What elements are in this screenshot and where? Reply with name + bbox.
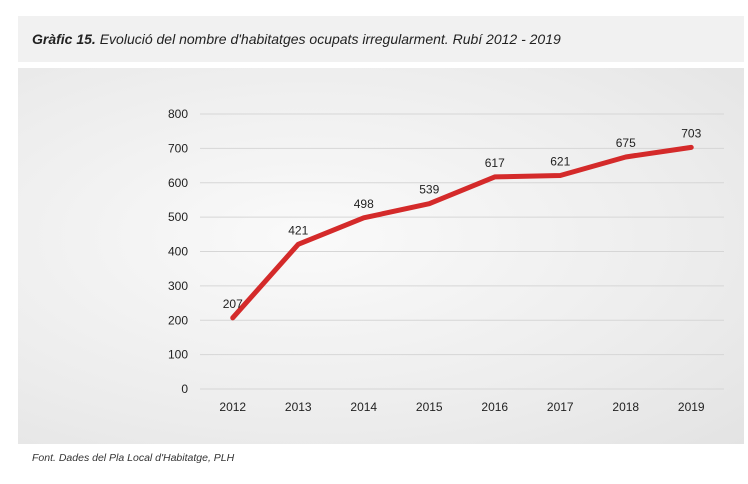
data-label: 421 bbox=[288, 223, 308, 237]
y-tick-label: 600 bbox=[168, 176, 188, 190]
y-tick-label: 800 bbox=[168, 107, 188, 121]
y-tick-label: 400 bbox=[168, 245, 188, 259]
chart-panel: 0 100 200 300 400 500 600 700 800 2012 2013 2014 201… bbox=[18, 68, 744, 444]
chart-caption: Gràfic 15. Evolució del nombre d'habitat… bbox=[32, 31, 561, 47]
x-tick-label: 2014 bbox=[350, 400, 377, 414]
data-label: 703 bbox=[681, 126, 701, 140]
x-tick-label: 2016 bbox=[481, 400, 508, 414]
data-label: 207 bbox=[223, 297, 243, 311]
line-chart: 0 100 200 300 400 500 600 700 800 2012 2013 2014 201… bbox=[168, 107, 724, 414]
x-tick-label: 2015 bbox=[416, 400, 443, 414]
caption-label: Gràfic 15. bbox=[32, 31, 96, 47]
x-tick-label: 2018 bbox=[612, 400, 639, 414]
data-label: 539 bbox=[419, 183, 439, 197]
y-tick-label: 200 bbox=[168, 313, 188, 327]
y-tick-label: 0 bbox=[181, 382, 188, 396]
caption-text: Evolució del nombre d'habitatges ocupats… bbox=[99, 31, 561, 47]
caption-bar: Gràfic 15. Evolució del nombre d'habitat… bbox=[18, 16, 744, 62]
y-tick-label: 100 bbox=[168, 348, 188, 362]
data-label: 617 bbox=[485, 156, 505, 170]
y-tick-label: 500 bbox=[168, 210, 188, 224]
x-tick-label: 2013 bbox=[285, 400, 312, 414]
x-tick-label: 2019 bbox=[678, 400, 705, 414]
y-tick-label: 300 bbox=[168, 279, 188, 293]
data-label: 621 bbox=[550, 155, 570, 169]
source-note: Font. Dades del Pla Local d'Habitatge, P… bbox=[32, 452, 235, 464]
data-label: 498 bbox=[354, 197, 374, 211]
y-tick-label: 700 bbox=[168, 141, 188, 155]
series-line bbox=[230, 144, 694, 321]
x-tick-label: 2012 bbox=[219, 400, 246, 414]
data-label: 675 bbox=[616, 136, 636, 150]
x-tick-label: 2017 bbox=[547, 400, 574, 414]
